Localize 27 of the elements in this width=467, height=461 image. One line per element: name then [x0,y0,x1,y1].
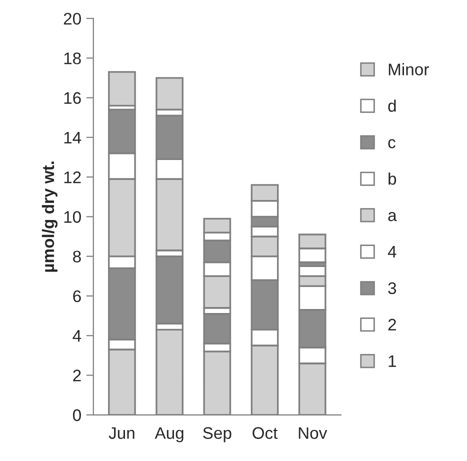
x-tick-label: Oct [252,427,278,439]
legend-label: 4 [388,246,396,258]
y-tick-label: 14 [64,132,82,144]
y-tick-label: 10 [64,211,81,223]
bar [108,71,136,106]
y-tick-label: 2 [73,370,81,382]
y-tick-label: 16 [64,92,81,104]
y-tick-label: 8 [73,250,81,263]
x-tick-label: Sep [203,427,232,442]
y-tick-label: 18 [64,52,81,64]
legend-label: Minor [388,63,429,76]
y-axis-title: µmol/g dry wt. [42,162,58,272]
legend-label: a [388,212,397,222]
legend-label: 3 [388,282,396,294]
y-tick-label: 6 [73,290,81,302]
y-tick-label: 4 [72,330,82,342]
legend-label: c [388,139,396,148]
legend-label: b [388,172,396,185]
legend-label: d [388,100,396,112]
y-tick-label: 0 [72,409,81,422]
y-tick-label: 20 [64,12,81,25]
x-tick-label: Jun [108,427,134,439]
legend-label: 1 [388,355,396,367]
x-tick-label: Nov [298,427,328,439]
x-tick-label: Aug [154,427,184,442]
y-tick-label: 12 [64,171,81,184]
legend-label: 2 [388,318,396,330]
